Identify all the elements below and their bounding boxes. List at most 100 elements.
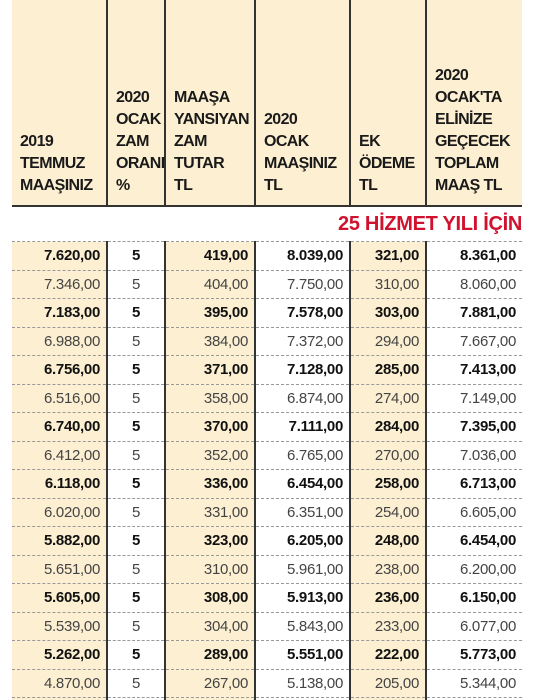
data-row: 4.271,005234,004.506,00180,004.687,00 — [12, 697, 522, 700]
header-line: GEÇECEK — [435, 133, 511, 150]
table-body: 25 HİZMET YILI İÇİN 7.620,00 5 419,00 8.039… — [12, 205, 522, 700]
cell: 205,00 — [349, 669, 426, 698]
cell: 7.149,00 — [425, 384, 522, 413]
cell: 371,00 — [164, 355, 255, 385]
cell: 5 — [106, 270, 165, 299]
data-row: 7.346,00 5 404,00 7.750,00 310,00 8.060,00 — [12, 270, 522, 299]
data-row: 4.870,00 5 267,00 5.138,00 205,00 5.344,00 — [12, 669, 522, 698]
cell: 284,00 — [349, 412, 426, 442]
cell: 5.262,00 — [12, 640, 107, 670]
header-line: TL — [174, 177, 193, 194]
cell: 274,00 — [349, 384, 426, 413]
cell: 270,00 — [349, 441, 426, 470]
header-row: 2019 TEMMUZ MAAŞINIZ 2020 OCAK ZAM ORANI% MAAŞA… — [12, 0, 522, 206]
header-line: ÖDEME — [359, 155, 415, 172]
cell: 5 — [106, 612, 165, 641]
cell: 395,00 — [164, 298, 255, 328]
section-row: 25 HİZMET YILI İÇİN — [12, 205, 522, 242]
header-line: % — [116, 177, 130, 194]
cell: 6.874,00 — [254, 384, 350, 413]
data-row: 6.516,00 5 358,00 6.874,00 274,00 7.149,00 — [12, 384, 522, 413]
data-row: 5.605,00 5 308,00 5.913,00 236,00 6.150,00 — [12, 583, 522, 613]
cell: 370,00 — [164, 412, 255, 442]
cell: 7.395,00 — [425, 412, 522, 442]
data-row: 5.651,00 5 310,00 5.961,00 238,00 6.200,00 — [12, 555, 522, 584]
header-line: EK — [359, 133, 381, 150]
header-line: MAAŞINIZ — [264, 155, 337, 172]
cell: 5 — [106, 526, 165, 556]
cell: 310,00 — [164, 555, 255, 584]
cell: 352,00 — [164, 441, 255, 470]
header-line: OCAK — [264, 133, 309, 150]
cell: 6.756,00 — [12, 355, 107, 385]
header-line: ZAM — [174, 133, 207, 150]
data-row: 6.756,00 5 371,00 7.128,00 285,00 7.413,00 — [12, 355, 522, 385]
cell: 5 — [106, 384, 165, 413]
header-line: 2020 — [116, 89, 150, 106]
cell: 5 — [106, 241, 165, 271]
cell: 4.687,00 — [425, 697, 522, 700]
cell: 7.372,00 — [254, 327, 350, 356]
cell: 303,00 — [349, 298, 426, 328]
data-row: 5.882,00 5 323,00 6.205,00 248,00 6.454,00 — [12, 526, 522, 556]
cell: 6.205,00 — [254, 526, 350, 556]
cell: 7.578,00 — [254, 298, 350, 328]
cell: 8.039,00 — [254, 241, 350, 271]
cell: 404,00 — [164, 270, 255, 299]
cell: 5 — [106, 355, 165, 385]
cell: 8.060,00 — [425, 270, 522, 299]
data-row: 6.740,00 5 370,00 7.111,00 284,00 7.395,00 — [12, 412, 522, 442]
cell: 6.765,00 — [254, 441, 350, 470]
cell: 419,00 — [164, 241, 255, 271]
cell: 7.111,00 — [254, 412, 350, 442]
cell: 5 — [106, 697, 165, 700]
column-header: 2020 OCAK ZAM ORANI% — [106, 0, 165, 206]
cell: 323,00 — [164, 526, 255, 556]
column-header: MAAŞA YANSIYAN ZAM TUTAR TL — [164, 0, 255, 206]
cell: 7.413,00 — [425, 355, 522, 385]
header-line: OCAK'TA — [435, 89, 502, 106]
cell: 310,00 — [349, 270, 426, 299]
cell: 285,00 — [349, 355, 426, 385]
data-row: 6.020,00 5 331,00 6.351,00 254,00 6.605,00 — [12, 498, 522, 527]
data-row: 6.412,00 5 352,00 6.765,00 270,00 7.036,00 — [12, 441, 522, 470]
cell: 180,00 — [349, 697, 426, 700]
cell: 294,00 — [349, 327, 426, 356]
column-header: 2019 TEMMUZ MAAŞINIZ — [12, 0, 107, 206]
data-row: 5.262,00 5 289,00 5.551,00 222,00 5.773,00 — [12, 640, 522, 670]
cell: 6.077,00 — [425, 612, 522, 641]
cell: 5 — [106, 583, 165, 613]
cell: 5.961,00 — [254, 555, 350, 584]
cell: 6.200,00 — [425, 555, 522, 584]
cell: 5.344,00 — [425, 669, 522, 698]
cell: 5 — [106, 640, 165, 670]
cell: 5.138,00 — [254, 669, 350, 698]
cell: 222,00 — [349, 640, 426, 670]
cell: 8.361,00 — [425, 241, 522, 271]
cell: 5.539,00 — [12, 612, 107, 641]
cell: 4.506,00 — [254, 697, 350, 700]
cell: 4.271,00 — [12, 697, 107, 700]
cell: 6.605,00 — [425, 498, 522, 527]
cell: 336,00 — [164, 469, 255, 499]
cell: 5 — [106, 669, 165, 698]
cell: 248,00 — [349, 526, 426, 556]
cell: 5.605,00 — [12, 583, 107, 613]
header-line: MAAŞINIZ — [20, 177, 93, 194]
cell: 5 — [106, 441, 165, 470]
cell: 304,00 — [164, 612, 255, 641]
column-header: 2020 OCAK'TA ELİNİZE GEÇECEK TOPLAM MAAŞ TL — [425, 0, 522, 206]
cell: 5 — [106, 555, 165, 584]
cell: 5 — [106, 498, 165, 527]
cell: 308,00 — [164, 583, 255, 613]
header-line: 2020 — [435, 67, 469, 84]
cell: 5 — [106, 469, 165, 499]
header-line: TOPLAM — [435, 155, 499, 172]
cell: 5.882,00 — [12, 526, 107, 556]
header-line: 2020 — [264, 111, 298, 128]
cell: 5.651,00 — [12, 555, 107, 584]
cell: 5.913,00 — [254, 583, 350, 613]
cell: 6.454,00 — [254, 469, 350, 499]
header-line: 2019 — [20, 133, 54, 150]
